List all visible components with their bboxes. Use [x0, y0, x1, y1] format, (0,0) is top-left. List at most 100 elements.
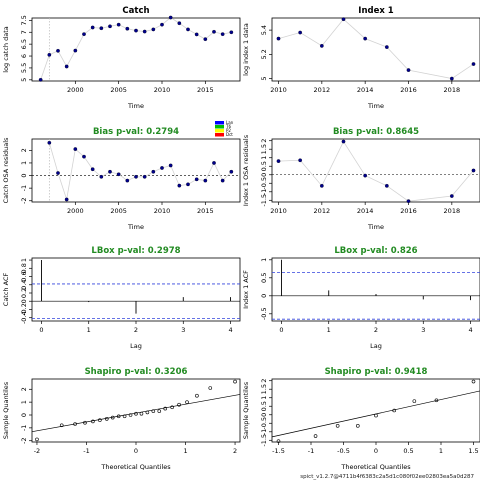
data-point	[212, 29, 216, 34]
y-tick-label: 1	[20, 161, 28, 165]
x-tick-label: -1	[83, 447, 89, 455]
data-point	[406, 199, 411, 203]
data-point	[98, 418, 102, 422]
y-tick-label: 1	[20, 258, 28, 262]
y-axis-label: log index 1 data	[242, 23, 250, 76]
x-tick-label: 0	[39, 326, 43, 334]
y-tick-label: 2	[20, 387, 28, 391]
data-point	[108, 24, 112, 29]
plot-frame	[31, 17, 241, 82]
x-tick-label: 0.5	[403, 447, 413, 455]
x-tick-label: 2012	[314, 86, 331, 94]
data-point	[208, 386, 213, 390]
y-axis-label: log catch data	[2, 26, 10, 72]
data-point	[313, 434, 318, 438]
y-tick-label: -0.5	[260, 307, 268, 320]
x-axis-label: Lag	[370, 342, 382, 350]
y-tick-label: 5	[20, 78, 28, 82]
x-axis-label: Time	[127, 223, 144, 231]
x-tick-label: 3	[181, 326, 185, 334]
data-point	[56, 171, 60, 175]
data-point	[363, 36, 368, 41]
series-line	[40, 17, 232, 80]
data-point	[195, 393, 199, 398]
data-point	[151, 169, 156, 174]
x-tick-label: 2	[233, 447, 237, 455]
data-point	[434, 398, 439, 403]
data-point	[406, 68, 411, 72]
data-point	[177, 402, 181, 407]
data-point	[298, 30, 303, 35]
x-tick-label: 1	[439, 447, 443, 455]
data-point	[56, 48, 60, 53]
data-point	[374, 413, 378, 418]
plot-title: LBox p-val: 0.2978	[91, 246, 180, 256]
x-tick-label: 0	[279, 326, 283, 334]
y-tick-label: -1	[260, 429, 268, 435]
data-point	[449, 76, 454, 81]
x-tick-label: 3	[421, 326, 425, 334]
data-point	[157, 409, 162, 413]
data-point	[35, 437, 39, 442]
y-tick-label: -0.2	[20, 303, 28, 316]
y-tick-label: 2	[20, 148, 28, 152]
x-tick-label: 2	[374, 326, 378, 334]
footer-text: spict_v1.2.7@4711b4f6383c2a5d1c080f02ee0…	[300, 474, 474, 480]
data-point	[91, 419, 95, 424]
y-tick-label: 6.5	[20, 39, 28, 49]
data-point	[116, 414, 121, 419]
y-tick-label: 7.5	[20, 15, 28, 25]
legend-label: Lan	[226, 120, 234, 125]
y-tick-label: 5.4	[260, 25, 268, 35]
plot-title: Shapiro p-val: 0.3206	[85, 367, 188, 377]
x-axis-label: Lag	[130, 342, 142, 350]
x-tick-label: 2005	[110, 207, 127, 215]
data-point	[319, 44, 324, 48]
x-tick-label: 2010	[270, 86, 287, 94]
data-point	[108, 169, 112, 174]
x-tick-label: 2015	[197, 86, 214, 94]
data-point	[82, 32, 86, 37]
legend-swatch	[215, 121, 224, 125]
legend-label: P2	[226, 128, 231, 133]
y-tick-label: 0.5	[260, 401, 268, 411]
legend-swatch	[215, 129, 224, 133]
y-tick-label: 5.5	[20, 63, 28, 73]
data-point	[168, 163, 173, 168]
plot-title: Shapiro p-val: 0.9418	[325, 367, 428, 377]
data-point	[186, 27, 190, 32]
y-tick-label: 1.5	[260, 144, 268, 154]
plot-title: LBox p-val: 0.826	[334, 246, 417, 256]
x-tick-label: 2018	[444, 207, 461, 215]
data-point	[142, 29, 147, 34]
data-point	[139, 411, 144, 416]
data-point	[160, 166, 164, 170]
panel-catch_osa: Bias p-val: 0.2794 Time Catch OSA residual…	[2, 127, 241, 231]
panel-index_acf: LBox p-val: 0.826 Lag Index 1 ACF 0 1 2 3 4 -0.5…	[242, 246, 480, 350]
data-point	[168, 15, 173, 20]
x-axis-label: Time	[367, 102, 384, 110]
data-point	[341, 139, 346, 144]
panel-catch_acf: LBox p-val: 0.2978 Lag Catch ACF 0 1 2 3 4 -0.4-…	[2, 246, 241, 350]
data-point	[384, 183, 389, 188]
y-tick-label: -2	[20, 197, 28, 203]
data-point	[151, 409, 156, 413]
data-point	[82, 154, 86, 159]
data-point	[73, 422, 77, 426]
data-point	[363, 173, 368, 178]
panel-index_osa: Bias p-val: 0.8645 Time Index 1 OSA residu…	[242, 127, 480, 231]
y-tick-label: 2	[260, 379, 268, 383]
x-tick-label: 1	[327, 326, 331, 334]
y-tick-label: -1	[20, 425, 28, 431]
x-axis-label: Time	[367, 223, 384, 231]
x-tick-label: 4	[228, 326, 232, 334]
y-axis-label: Sample Quantiles	[242, 381, 250, 439]
data-point	[151, 27, 156, 32]
x-tick-label: 2016	[400, 207, 417, 215]
data-point	[47, 140, 52, 145]
data-point	[220, 32, 225, 37]
data-point	[47, 52, 52, 57]
data-point	[99, 174, 104, 179]
data-point	[142, 174, 147, 179]
